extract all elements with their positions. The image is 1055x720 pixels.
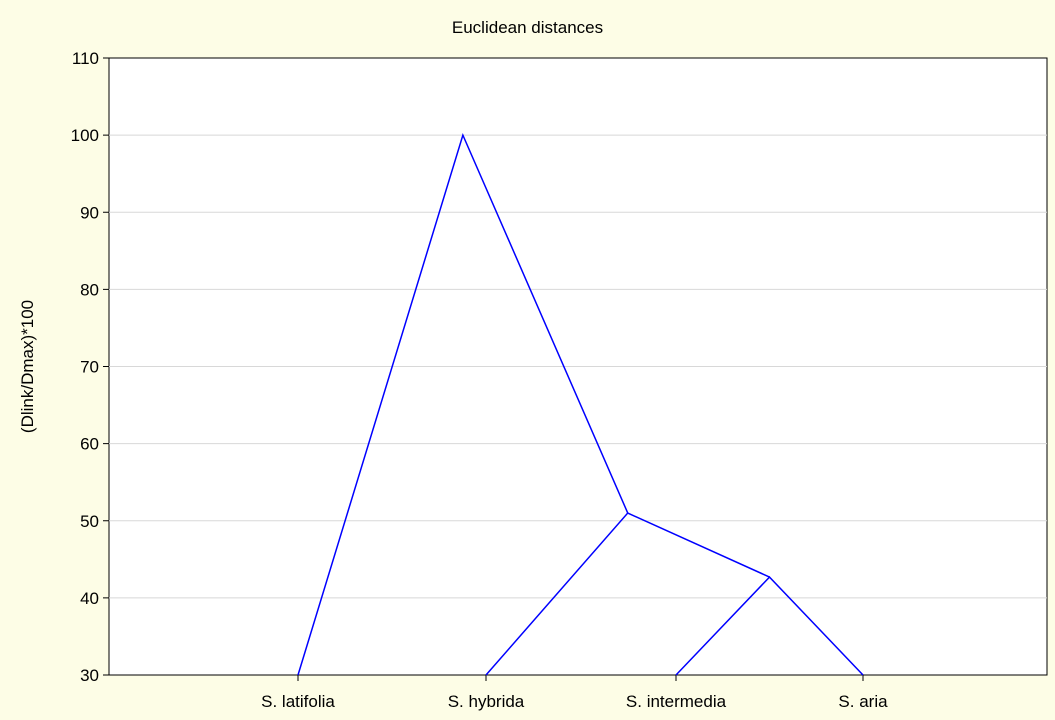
x-tick-label: S. hybrida — [448, 692, 525, 711]
y-tick-label: 60 — [80, 435, 99, 454]
dendrogram-links — [297, 132, 864, 676]
y-tick-label: 70 — [80, 358, 99, 377]
x-tick-label: S. latifolia — [261, 692, 335, 711]
chart-title: Euclidean distances — [451, 18, 604, 37]
y-tick-label: 40 — [80, 589, 99, 608]
y-tick-label: 80 — [80, 280, 99, 299]
y-axis: 30 40 50 60 70 80 90 100 110 — [71, 49, 109, 685]
x-tick-label: S. aria — [838, 692, 888, 711]
y-tick-label: 100 — [71, 126, 99, 145]
x-axis: S. latifolia S. hybrida S. intermedia S. ar… — [261, 675, 888, 711]
y-tick-label: 30 — [80, 666, 99, 685]
y-axis-label: (Dlink/Dmax)*100 — [18, 300, 37, 433]
y-tick-label: 110 — [72, 49, 99, 68]
y-tick-label: 50 — [80, 512, 99, 531]
grid — [109, 134, 1047, 599]
x-tick-label: S. intermedia — [626, 692, 727, 711]
dendrogram-link — [297, 132, 629, 676]
y-tick-label: 90 — [80, 203, 99, 222]
